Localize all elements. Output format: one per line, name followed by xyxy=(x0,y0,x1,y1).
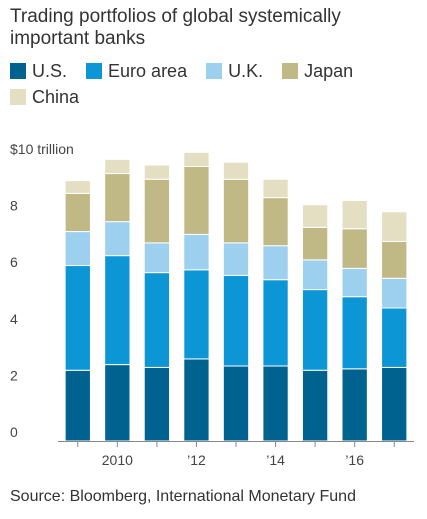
legend-label-china: China xyxy=(32,87,80,107)
bar-segment-2012-1 xyxy=(183,269,210,360)
legend-item-japan: Japan xyxy=(282,60,353,82)
bar-segment-2017-4 xyxy=(381,211,408,242)
bar-segment-2014-3 xyxy=(262,197,289,247)
bar-segment-2015-0 xyxy=(301,369,329,442)
bar-segment-2016-2 xyxy=(341,267,368,298)
legend-label-japan: Japan xyxy=(304,61,354,81)
legend-label-uk: U.K. xyxy=(228,61,264,81)
bar-segment-2013-3 xyxy=(222,178,250,244)
bar-segment-2015-4 xyxy=(301,204,329,228)
bar-segment-2017-1 xyxy=(381,307,408,368)
x-tick-label-2014: ’14 xyxy=(266,452,285,468)
legend-label-us: U.S. xyxy=(32,61,68,81)
y-tick-label-1: 2 xyxy=(10,367,18,383)
legend-label-euro-area: Euro area xyxy=(108,61,188,81)
y-tick-label-0: 0 xyxy=(10,424,18,440)
y-tick-label-4: 8 xyxy=(10,198,18,214)
x-tick-label-2010: 2010 xyxy=(102,452,133,468)
legend-item-us: U.S. xyxy=(10,60,67,82)
bar-segment-2010-3 xyxy=(104,173,131,223)
bar-segment-2013-1 xyxy=(222,274,250,367)
bar-segment-2011-2 xyxy=(143,242,171,274)
bar-segment-2012-3 xyxy=(183,165,210,235)
legend-item-uk: U.K. xyxy=(206,60,263,82)
bar-segment-2016-4 xyxy=(341,199,368,230)
bar-segment-2016-0 xyxy=(341,368,368,442)
legend-swatch-euro-area xyxy=(86,63,103,79)
chart-source: Source: Bloomberg, International Monetar… xyxy=(10,488,356,505)
chart-title: Trading portfolios of global systemicall… xyxy=(10,6,341,49)
bar-segment-2017-2 xyxy=(381,277,408,309)
bar-segment-2009-1 xyxy=(64,265,91,371)
legend-swatch-uk xyxy=(206,63,223,79)
bar-segment-2015-3 xyxy=(301,226,329,261)
bar-segment-2010-1 xyxy=(104,255,131,366)
y-tick-label-3: 6 xyxy=(10,254,18,270)
y-tick-label-5: $10 trillion xyxy=(10,141,74,157)
bar-segment-2009-0 xyxy=(64,369,91,442)
bar-segment-2014-1 xyxy=(262,279,289,367)
x-tick-label-2016: ’16 xyxy=(345,452,364,468)
x-tick-label-2012: ’12 xyxy=(187,452,206,468)
chart-legend: U.S. Euro area U.K. Japan China xyxy=(10,60,415,112)
bar-segment-2011-0 xyxy=(143,366,171,442)
bar-segment-2011-3 xyxy=(143,178,171,244)
bar-segment-2013-0 xyxy=(222,365,250,442)
bar-segment-2010-4 xyxy=(104,158,131,175)
bar-segment-2017-0 xyxy=(381,366,408,442)
bar-segment-2009-3 xyxy=(64,192,91,233)
y-tick-label-2: 4 xyxy=(10,311,18,327)
legend-swatch-us xyxy=(10,63,26,79)
bar-segment-2010-0 xyxy=(104,364,131,442)
legend-item-euro-area: Euro area xyxy=(86,60,187,82)
bar-segment-2014-4 xyxy=(262,178,289,199)
legend-swatch-japan xyxy=(282,63,299,79)
legend-swatch-china xyxy=(10,89,26,105)
bar-segment-2012-2 xyxy=(183,233,210,271)
bar-segment-2015-2 xyxy=(301,259,329,291)
bar-segment-2011-1 xyxy=(143,272,171,368)
bar-segment-2011-4 xyxy=(143,164,171,180)
bar-segment-2016-1 xyxy=(341,296,368,370)
bar-segment-2010-2 xyxy=(104,221,131,257)
bar-segment-2012-0 xyxy=(183,358,210,442)
bar-segment-2017-3 xyxy=(381,240,408,279)
bar-segment-2009-2 xyxy=(64,231,91,267)
bar-segment-2014-2 xyxy=(262,245,289,281)
bar-segment-2016-3 xyxy=(341,228,368,269)
bar-segment-2009-4 xyxy=(64,180,91,194)
bar-segment-2013-2 xyxy=(222,242,250,276)
legend-item-china: China xyxy=(10,86,79,108)
bar-segment-2012-4 xyxy=(183,151,210,167)
bar-segment-2014-0 xyxy=(262,365,289,442)
bar-segment-2013-4 xyxy=(222,161,250,180)
bar-segment-2015-1 xyxy=(301,289,329,371)
